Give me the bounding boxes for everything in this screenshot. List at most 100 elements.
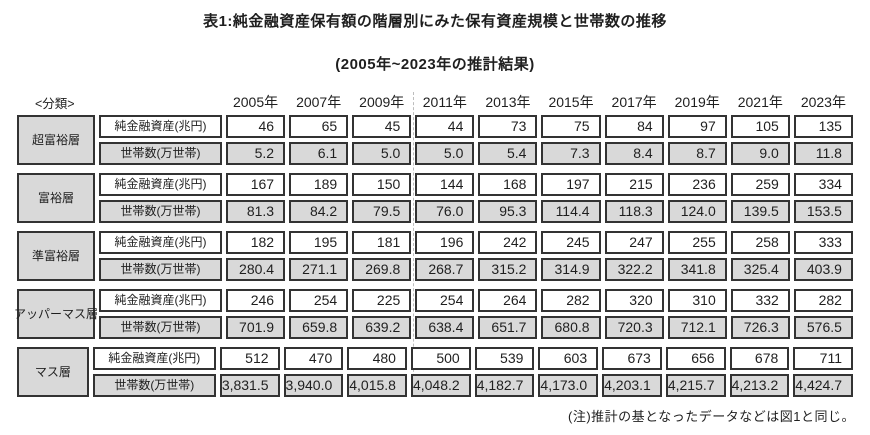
metric-label: 世帯数(万世帯) <box>99 258 222 281</box>
asset-value-cell: 97 <box>667 115 727 138</box>
metric-label: 純金融資産(兆円) <box>99 231 222 254</box>
report-page: 表1:純金融資産保有額の階層別にみた保有資産規模と世帯数の推移 (2005年~2… <box>14 13 855 424</box>
asset-value-cell: 197 <box>541 173 601 196</box>
household-row: 世帯数(万世帯) 3,831.5 3,940.0 4,015.8 4,048.2 4,18… <box>91 372 855 399</box>
household-value-cell: 659.8 <box>289 316 349 339</box>
asset-value-cell: 259 <box>730 173 790 196</box>
year-column-header: 2021年 <box>737 94 783 110</box>
household-value-cell: 5.0 <box>352 142 412 165</box>
asset-value-cell: 673 <box>602 347 662 370</box>
asset-value-cell: 225 <box>352 289 412 312</box>
metric-label: 世帯数(万世帯) <box>99 142 222 165</box>
household-value-cell: 5.0 <box>415 142 475 165</box>
household-value-cell: 268.7 <box>415 258 475 281</box>
tier-label: 超富裕層 <box>17 115 95 165</box>
asset-value-cell: 167 <box>226 173 286 196</box>
asset-value-cell: 603 <box>538 347 599 370</box>
year-header-row: 2005年 2007年 2009年 2011年 2013年 2015年 2017年 2019年… <box>224 92 855 112</box>
metric-label: 純金融資産(兆円) <box>99 115 222 138</box>
metric-label: 純金融資産(兆円) <box>99 289 222 312</box>
household-value-cell: 315.2 <box>478 258 538 281</box>
year-column-header: 2005年 <box>232 94 279 110</box>
asset-value-cell: 236 <box>667 173 727 196</box>
tier-label: アッパーマス層 <box>14 289 98 339</box>
asset-value-cell: 105 <box>730 115 790 138</box>
household-value-cell: 271.1 <box>289 258 349 281</box>
household-value-cell: 139.5 <box>730 200 790 223</box>
year-column-header: 2019年 <box>674 94 720 110</box>
household-value-cell: 4,424.7 <box>793 374 853 397</box>
asset-value-cell: 242 <box>478 231 538 254</box>
asset-value-cell: 144 <box>415 173 475 196</box>
household-value-cell: 280.4 <box>226 258 286 281</box>
asset-value-cell: 245 <box>541 231 601 254</box>
asset-value-cell: 44 <box>415 115 475 138</box>
footnote: (注)推計の基となったデータなどは図1と同じ。 <box>568 409 855 424</box>
household-value-cell: 95.3 <box>478 200 538 223</box>
household-value-cell: 4,215.7 <box>665 374 726 397</box>
tier-group: 準富裕層 純金融資産(兆円) 182 195 181 196 242 245 247 255 258… <box>15 229 855 283</box>
asset-value-cell: 247 <box>604 231 664 254</box>
household-value-cell: 4,182.7 <box>474 374 535 397</box>
year-column-header: 2009年 <box>359 94 405 110</box>
household-row: 世帯数(万世帯) 5.2 6.1 5.0 5.0 5.4 7.3 8.4 8.7 9.0 11.8 <box>97 140 855 167</box>
asset-row: 純金融資産(兆円) 182 195 181 196 242 245 247 255 258 333 <box>97 229 855 256</box>
household-row: 世帯数(万世帯) 81.3 84.2 79.5 76.0 95.3 114.4 118.3 12… <box>97 198 855 225</box>
asset-value-cell: 195 <box>289 231 349 254</box>
household-value-cell: 8.7 <box>667 142 727 165</box>
asset-value-cell: 264 <box>478 289 538 312</box>
asset-value-cell: 182 <box>226 231 286 254</box>
year-column-header: 2017年 <box>611 94 657 110</box>
household-value-cell: 5.2 <box>226 142 286 165</box>
year-column-header: 2011年 <box>422 94 467 110</box>
household-value-cell: 325.4 <box>730 258 790 281</box>
asset-value-cell: 470 <box>283 347 344 370</box>
asset-value-cell: 189 <box>289 173 349 196</box>
household-value-cell: 76.0 <box>415 200 475 223</box>
household-value-cell: 3,940.0 <box>283 374 344 397</box>
asset-value-cell: 45 <box>352 115 412 138</box>
tier-label: 準富裕層 <box>17 231 95 281</box>
tier-group: マス層 純金融資産(兆円) 512 470 480 500 539 603 673 656 678 7… <box>15 345 855 399</box>
asset-value-cell: 150 <box>352 173 412 196</box>
household-value-cell: 720.3 <box>604 316 664 339</box>
asset-row: 純金融資産(兆円) 512 470 480 500 539 603 673 656 678 711 <box>91 345 855 372</box>
household-value-cell: 3,831.5 <box>219 374 280 397</box>
tier-rows: 純金融資産(兆円) 182 195 181 196 242 245 247 255 258 333 世… <box>97 229 855 283</box>
household-value-cell: 403.9 <box>793 258 853 281</box>
year-column-header: 2015年 <box>548 94 594 110</box>
tier-rows: 純金融資産(兆円) 167 189 150 144 168 197 215 236 259 334 世… <box>97 171 855 225</box>
asset-value-cell: 334 <box>793 173 853 196</box>
household-value-cell: 114.4 <box>541 200 601 223</box>
asset-value-cell: 181 <box>352 231 412 254</box>
household-value-cell: 341.8 <box>667 258 727 281</box>
household-value-cell: 314.9 <box>541 258 601 281</box>
household-value-cell: 322.2 <box>604 258 664 281</box>
asset-value-cell: 196 <box>415 231 475 254</box>
household-value-cell: 81.3 <box>226 200 286 223</box>
household-value-cell: 5.4 <box>478 142 538 165</box>
tier-group: 超富裕層 純金融資産(兆円) 46 65 45 44 73 75 84 97 105 135 世帯数(万… <box>15 113 855 167</box>
asset-value-cell: 65 <box>289 115 349 138</box>
household-value-cell: 4,213.2 <box>729 374 790 397</box>
asset-value-cell: 678 <box>729 347 790 370</box>
table-header-row: <分類> 2005年 2007年 2009年 2011年 2013年 2015年 2017年… <box>15 92 855 112</box>
asset-value-cell: 656 <box>665 347 726 370</box>
household-value-cell: 712.1 <box>667 316 727 339</box>
asset-value-cell: 255 <box>667 231 727 254</box>
asset-value-cell: 480 <box>347 347 407 370</box>
tier-rows: 純金融資産(兆円) 246 254 225 254 264 282 320 310 332 282 世… <box>97 287 855 341</box>
household-value-cell: 4,203.1 <box>602 374 662 397</box>
year-column-header: 2013年 <box>485 94 531 110</box>
asset-value-cell: 84 <box>604 115 664 138</box>
data-table: <分類> 2005年 2007年 2009年 2011年 2013年 2015年 2017年… <box>14 92 855 399</box>
year-column-header: 2007年 <box>296 94 342 110</box>
asset-value-cell: 320 <box>604 289 664 312</box>
asset-value-cell: 333 <box>793 231 853 254</box>
tier-rows: 純金融資産(兆円) 46 65 45 44 73 75 84 97 105 135 世帯数(万世帯) 5… <box>97 113 855 167</box>
asset-value-cell: 282 <box>793 289 853 312</box>
asset-value-cell: 282 <box>541 289 601 312</box>
household-value-cell: 153.5 <box>793 200 853 223</box>
classification-label: <分類> <box>35 97 75 111</box>
household-value-cell: 6.1 <box>289 142 349 165</box>
